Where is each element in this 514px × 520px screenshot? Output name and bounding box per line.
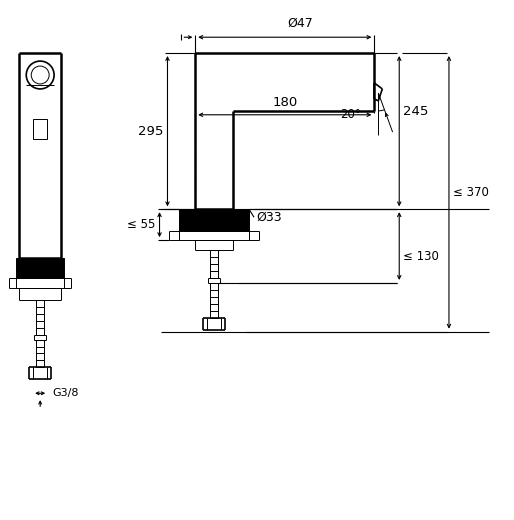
Text: 180: 180: [272, 96, 298, 109]
Text: ≤ 130: ≤ 130: [403, 250, 439, 263]
Text: 20°: 20°: [341, 108, 361, 121]
Text: 245: 245: [403, 105, 429, 118]
Text: Ø33: Ø33: [256, 211, 282, 224]
Bar: [179, 209, 249, 231]
Bar: [33, 119, 47, 139]
Text: 295: 295: [138, 125, 163, 138]
Text: ≤ 370: ≤ 370: [453, 186, 489, 199]
Text: Ø47: Ø47: [287, 17, 313, 30]
Bar: [16, 258, 64, 278]
Text: ≤ 55: ≤ 55: [127, 218, 156, 231]
Text: G3/8: G3/8: [52, 388, 79, 398]
